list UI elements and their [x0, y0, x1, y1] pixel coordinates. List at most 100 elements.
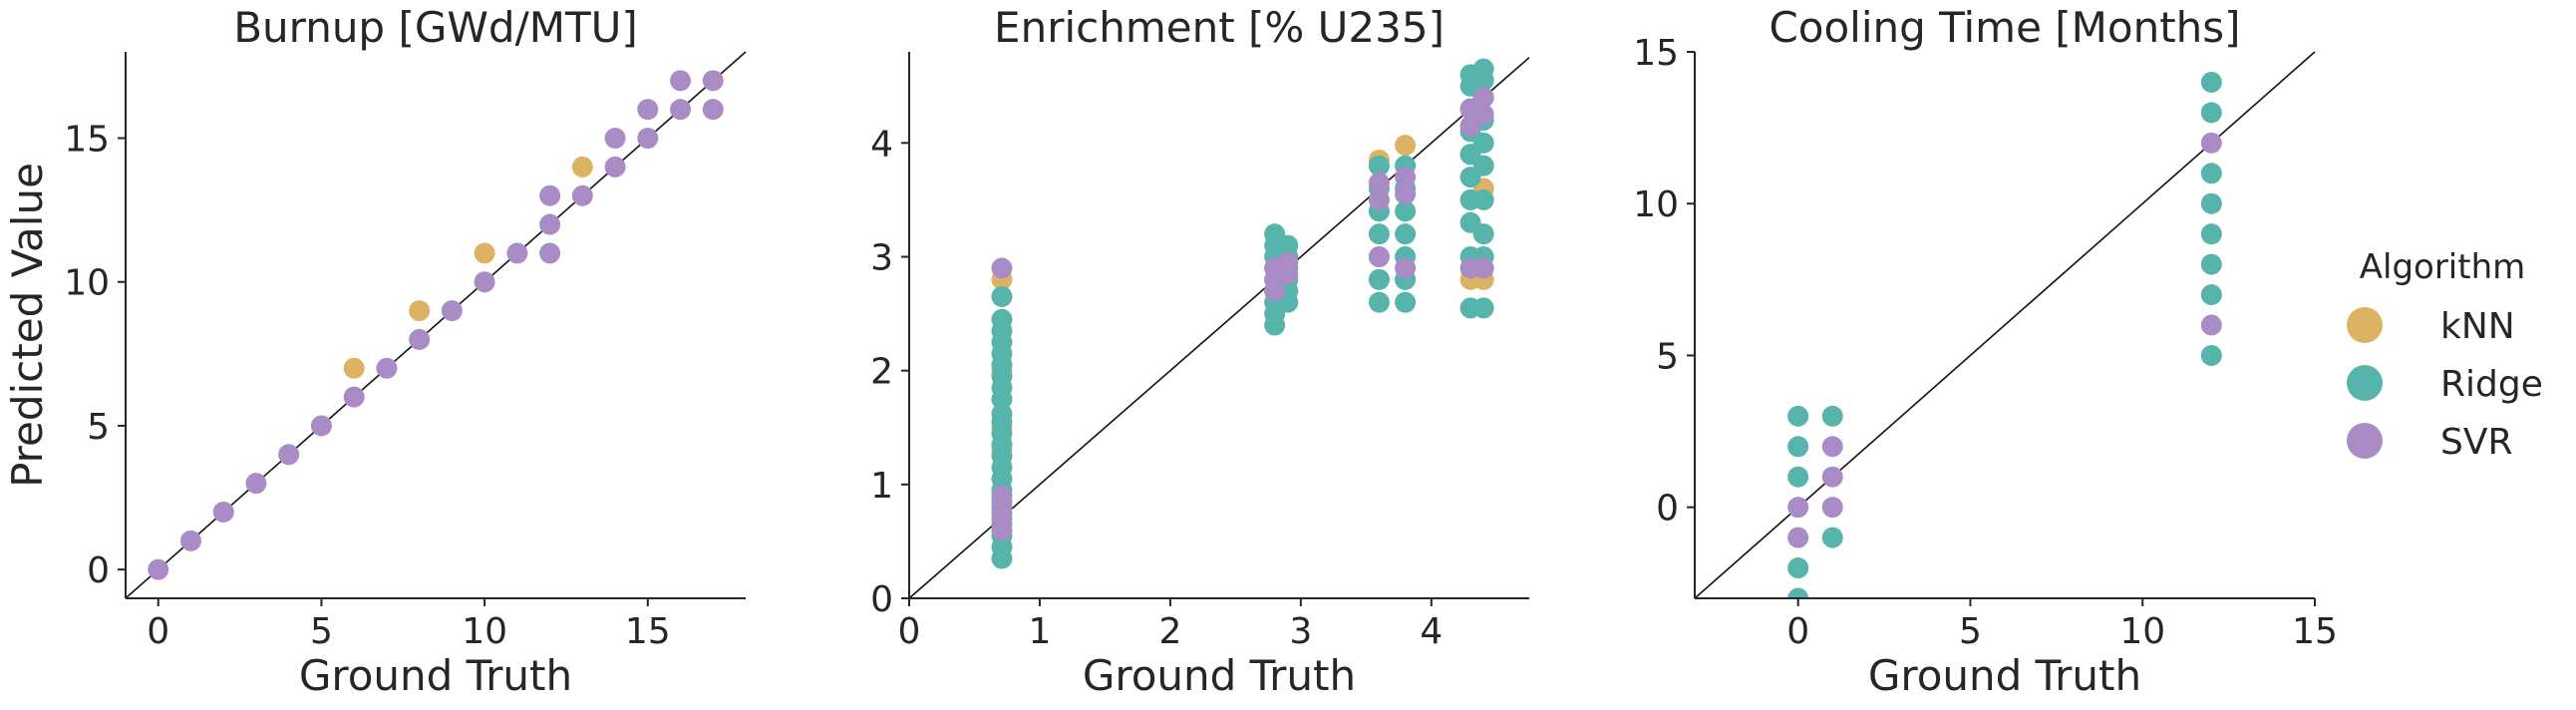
points-layer — [991, 58, 1494, 569]
x-tick-label: 4 — [1420, 611, 1443, 652]
x-axis-label: Ground Truth — [1083, 651, 1356, 700]
legend: Algorithm kNN Ridge SVR — [2347, 247, 2543, 463]
point-svr — [991, 485, 1013, 507]
point-svr — [212, 501, 234, 523]
y-tick-label: 0 — [87, 550, 110, 591]
point-svr — [1472, 87, 1494, 109]
panel-cooling-time: Cooling Time [Months] 0 5 10 15 0 5 10 15 Ground … — [1633, 3, 2338, 700]
x-tick-label: 0 — [1786, 611, 1809, 652]
legend-marker-ridge — [2347, 365, 2383, 401]
x-tick-label: 15 — [625, 611, 671, 652]
point-svr — [1821, 466, 1843, 488]
x-axis-label: Ground Truth — [1868, 651, 2141, 700]
point-ridge — [1472, 132, 1494, 154]
point-ridge — [1395, 223, 1417, 245]
point-svr — [604, 128, 626, 150]
point-svr — [637, 128, 659, 150]
point-svr — [1368, 172, 1390, 193]
point-svr — [1368, 188, 1390, 210]
point-ridge — [2200, 163, 2222, 184]
point-svr — [2200, 132, 2222, 154]
x-tick-label: 2 — [1158, 611, 1181, 652]
identity-line — [908, 57, 1530, 599]
legend-item-svr: SVR — [2347, 422, 2513, 463]
point-knn — [571, 156, 593, 178]
point-ridge — [1787, 405, 1809, 427]
point-svr — [670, 99, 692, 121]
legend-item-knn: kNN — [2347, 306, 2515, 347]
x-tick-label: 10 — [2119, 611, 2165, 652]
legend-label-knn: kNN — [2440, 306, 2515, 347]
legend-marker-knn — [2347, 307, 2383, 343]
legend-label-ridge: Ridge — [2440, 364, 2543, 405]
point-ridge — [1821, 527, 1843, 548]
point-ridge — [2200, 71, 2222, 93]
y-tick-label: 4 — [870, 124, 893, 165]
point-ridge — [1395, 200, 1417, 222]
point-svr — [1395, 183, 1417, 205]
y-tick-label: 5 — [87, 407, 110, 448]
point-svr — [637, 99, 659, 121]
point-ridge — [1472, 188, 1494, 210]
point-svr — [310, 415, 332, 437]
point-knn — [343, 357, 365, 379]
y-tick-label: 0 — [1656, 489, 1679, 530]
point-ridge — [1472, 223, 1494, 245]
point-svr — [604, 156, 626, 178]
point-ridge — [1368, 155, 1390, 177]
x-tick-label: 5 — [310, 611, 333, 652]
point-svr — [506, 242, 528, 264]
x-tick-label: 15 — [2292, 611, 2338, 652]
legend-marker-svr — [2347, 423, 2383, 459]
legend-label-svr: SVR — [2440, 422, 2513, 463]
point-ridge — [1395, 291, 1417, 313]
y-tick-label: 10 — [64, 263, 110, 304]
point-svr — [539, 242, 561, 264]
x-tick-label: 10 — [462, 611, 507, 652]
points-layer — [1787, 71, 2222, 598]
point-ridge — [2200, 344, 2222, 366]
x-tick-label: 3 — [1289, 611, 1312, 652]
point-svr — [1277, 251, 1299, 273]
point-svr — [991, 257, 1013, 279]
point-svr — [670, 70, 692, 92]
point-svr — [1821, 436, 1843, 458]
point-svr — [1787, 527, 1809, 548]
y-tick-label: 0 — [870, 579, 893, 620]
point-ridge — [1787, 557, 1809, 579]
point-svr — [1472, 104, 1494, 126]
x-tick-label: 5 — [1959, 611, 1982, 652]
point-knn — [409, 300, 431, 322]
point-ridge — [991, 308, 1013, 330]
points-layer — [148, 70, 724, 580]
panel-burnup: Burnup [GWd/MTU] 0 5 10 15 0 5 10 15 Ground Truth — [64, 3, 747, 700]
point-ridge — [991, 403, 1013, 425]
point-ridge — [1787, 466, 1809, 488]
point-svr — [539, 184, 561, 206]
chart-title: Enrichment [% U235] — [994, 3, 1445, 52]
point-svr — [245, 473, 267, 495]
point-svr — [2200, 314, 2222, 336]
point-svr — [1821, 497, 1843, 519]
point-ridge — [1368, 268, 1390, 290]
point-svr — [409, 328, 431, 350]
point-ridge — [2200, 223, 2222, 245]
y-tick-label: 5 — [1656, 336, 1679, 377]
point-ridge — [2200, 102, 2222, 124]
point-ridge — [1787, 587, 1809, 598]
x-axis-label: Ground Truth — [299, 651, 572, 700]
point-svr — [179, 530, 201, 551]
y-tick-label: 3 — [870, 238, 893, 279]
point-ridge — [1277, 234, 1299, 256]
chart-title: Burnup [GWd/MTU] — [233, 3, 638, 52]
point-ridge — [1787, 436, 1809, 458]
y-tick-label: 15 — [64, 120, 110, 161]
point-svr — [474, 271, 495, 293]
point-svr — [441, 300, 463, 322]
point-svr — [376, 357, 398, 379]
point-svr — [1368, 246, 1390, 267]
point-svr — [1787, 497, 1809, 519]
legend-title: Algorithm — [2360, 247, 2526, 287]
point-svr — [1395, 257, 1417, 279]
